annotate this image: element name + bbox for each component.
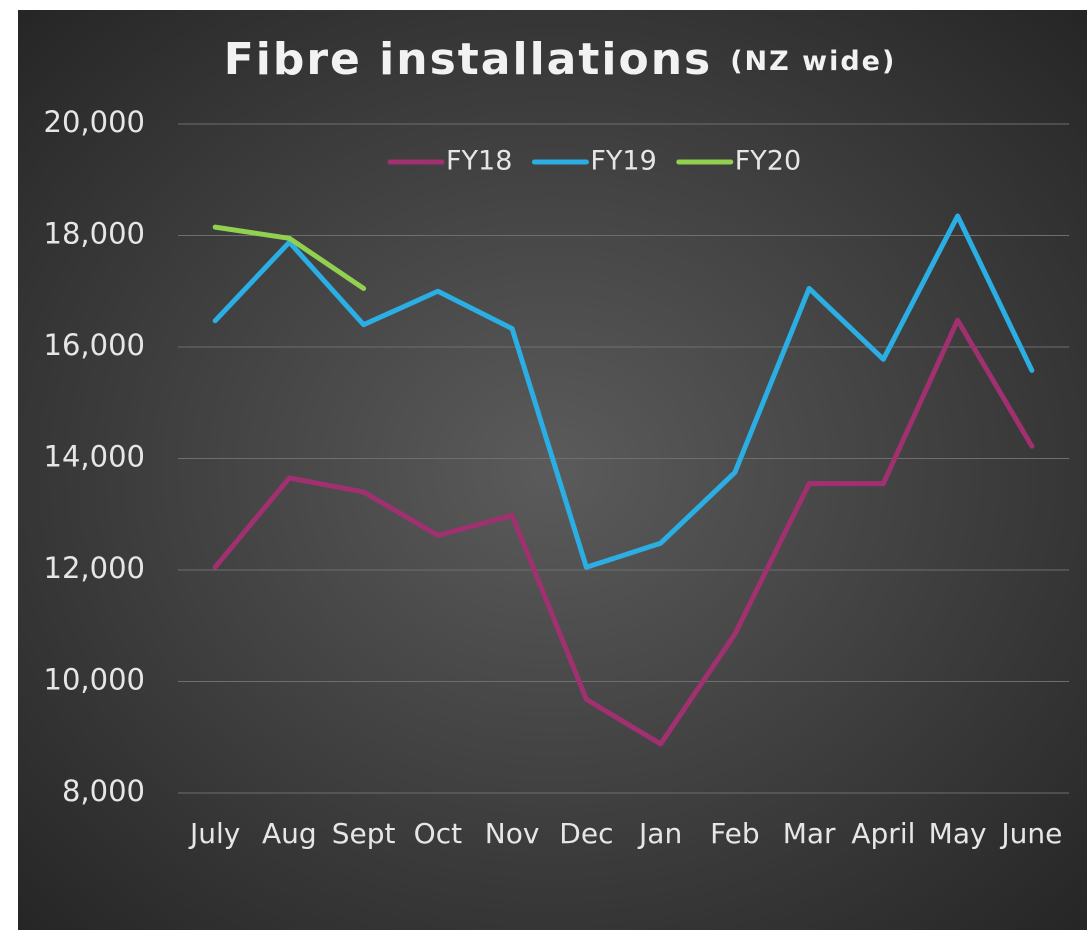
chart-subtitle: (NZ wide) xyxy=(730,46,896,77)
y-tick-label: 16,000 xyxy=(44,328,145,362)
chart-background xyxy=(18,10,1087,930)
x-tick-label: Sept xyxy=(332,817,396,850)
x-tick-label: April xyxy=(851,817,915,850)
series-line xyxy=(212,317,1035,747)
series-line xyxy=(212,224,367,291)
x-tick-label: Mar xyxy=(783,817,836,850)
legend-label: FY18 xyxy=(446,146,512,177)
x-tick-label: July xyxy=(188,817,240,850)
legend-label: FY20 xyxy=(735,146,801,177)
x-tick-label: June xyxy=(999,817,1062,850)
y-tick-label: 8,000 xyxy=(62,774,145,808)
y-tick-label: 14,000 xyxy=(44,440,145,474)
y-tick-label: 20,000 xyxy=(44,105,145,139)
x-tick-label: Jan xyxy=(637,817,682,850)
y-tick-label: 10,000 xyxy=(44,663,145,697)
x-tick-label: Dec xyxy=(559,817,613,850)
x-tick-label: Feb xyxy=(710,817,760,850)
x-tick-label: Oct xyxy=(414,817,462,850)
x-tick-label: May xyxy=(929,817,987,850)
grid xyxy=(178,123,1069,794)
legend-label: FY19 xyxy=(590,146,656,177)
chart-title: Fibre installations xyxy=(224,34,713,85)
x-tick-label: Aug xyxy=(262,817,317,850)
y-tick-label: 12,000 xyxy=(44,551,145,585)
series-line xyxy=(212,213,1035,570)
lines xyxy=(212,213,1035,747)
chart-title-group: Fibre installations (NZ wide) xyxy=(224,34,897,85)
x-tick-label: Nov xyxy=(485,817,540,850)
y-tick-label: 18,000 xyxy=(44,217,145,251)
